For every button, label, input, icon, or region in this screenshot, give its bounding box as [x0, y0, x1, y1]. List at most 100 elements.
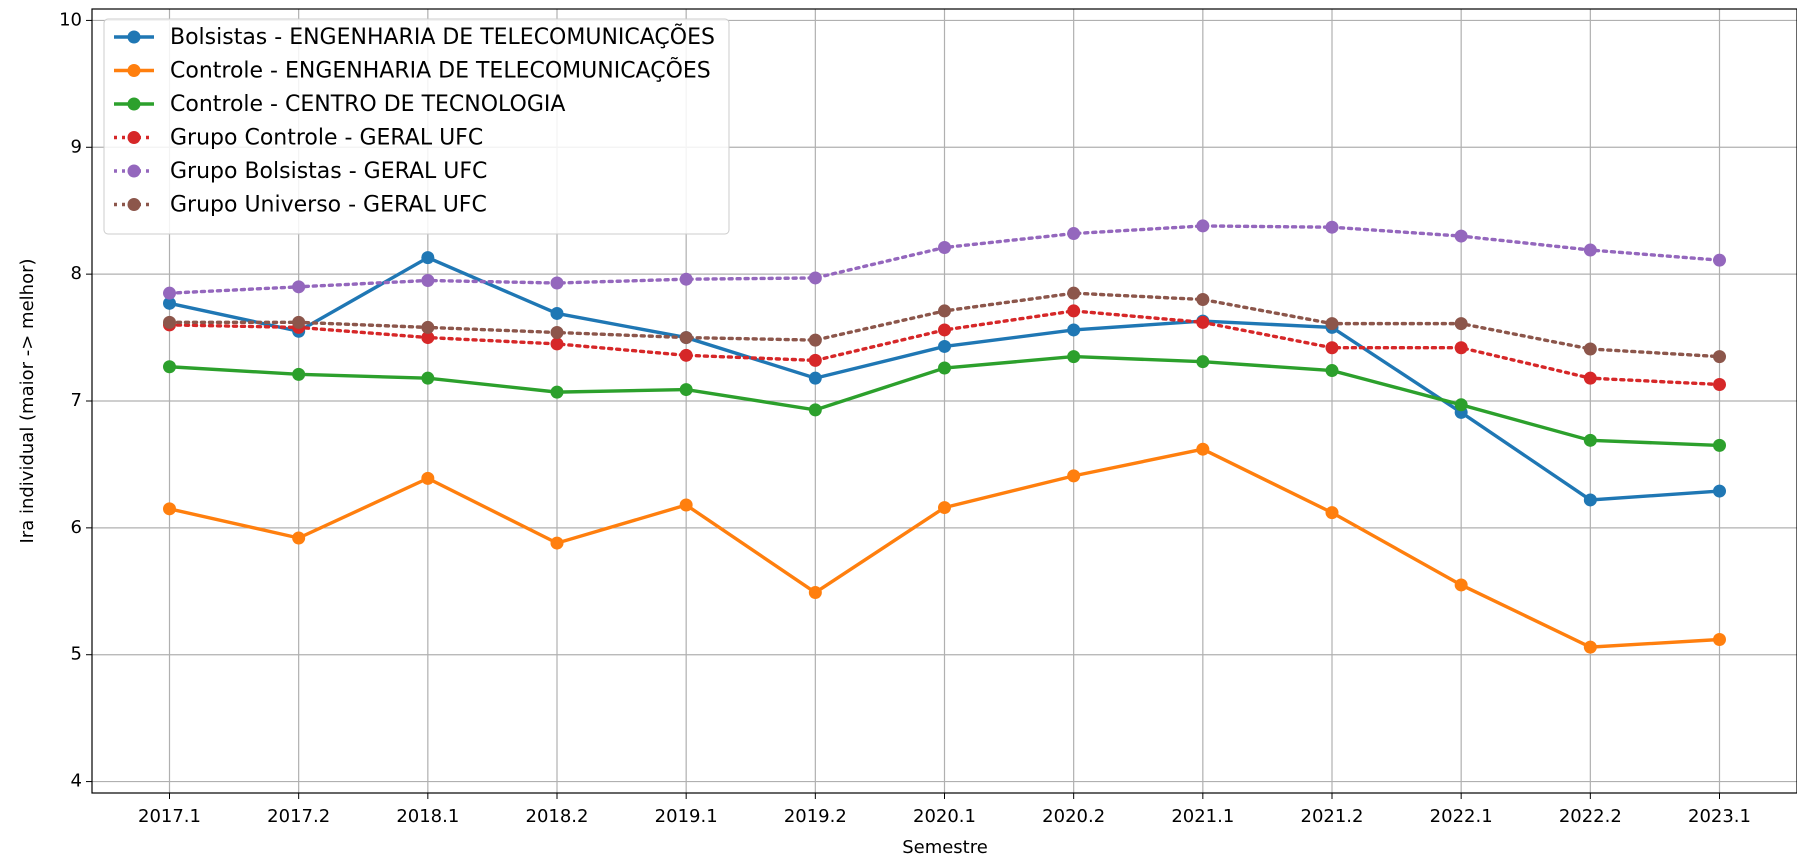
point — [808, 333, 822, 347]
point — [679, 383, 693, 397]
legend-label: Controle - ENGENHARIA DE TELECOMUNICAÇÕE… — [170, 57, 711, 84]
point — [550, 306, 564, 320]
point — [421, 471, 435, 485]
point — [1454, 229, 1468, 243]
point — [1325, 364, 1339, 378]
point — [292, 280, 306, 294]
legend-label: Grupo Universo - GERAL UFC — [170, 193, 487, 218]
point — [1713, 438, 1726, 452]
legend-marker — [127, 198, 141, 211]
point — [421, 331, 435, 345]
point — [163, 315, 176, 329]
point — [1713, 253, 1726, 267]
legend-label: Controle - CENTRO DE TECNOLOGIA — [170, 92, 565, 117]
point — [808, 271, 822, 285]
point — [1713, 632, 1726, 646]
point — [163, 286, 176, 300]
point — [1196, 293, 1210, 307]
y-tick-label: 9 — [71, 136, 82, 157]
x-tick-label: 2021.1 — [1171, 806, 1234, 827]
legend-marker — [127, 64, 141, 77]
x-tick-label: 2018.1 — [396, 806, 459, 827]
point — [808, 371, 822, 385]
x-tick-label: 2017.1 — [138, 806, 201, 827]
point — [1454, 341, 1468, 355]
x-axis-label: Semestre — [902, 837, 988, 858]
y-tick-label: 7 — [71, 390, 82, 411]
point — [1067, 304, 1081, 318]
y-tick-label: 8 — [71, 263, 82, 284]
point — [679, 272, 693, 286]
point — [1583, 433, 1597, 447]
point — [1196, 219, 1210, 233]
point — [292, 367, 306, 381]
point — [1454, 578, 1468, 592]
x-tick-label: 2020.2 — [1042, 806, 1105, 827]
point — [938, 240, 951, 254]
point — [550, 325, 564, 339]
plot-frame — [91, 8, 1797, 794]
point — [1583, 371, 1597, 385]
point — [938, 323, 951, 337]
point — [938, 339, 951, 353]
x-tick-label: 2020.1 — [913, 806, 976, 827]
point — [1583, 342, 1597, 356]
point — [163, 360, 176, 374]
legend-marker — [127, 131, 141, 144]
point — [1196, 442, 1210, 456]
point — [679, 331, 693, 345]
legend-marker — [127, 30, 141, 44]
point — [1713, 350, 1726, 364]
point — [163, 296, 176, 310]
point — [292, 531, 306, 545]
point — [808, 586, 822, 600]
point — [938, 501, 951, 515]
point — [1454, 317, 1468, 331]
legend: Bolsistas - ENGENHARIA DE TELECOMUNICAÇÕ… — [103, 18, 730, 235]
legend-label: Grupo Bolsistas - GERAL UFC — [170, 159, 487, 184]
point — [421, 371, 435, 385]
legend-marker — [127, 97, 141, 111]
y-tick-label: 10 — [59, 9, 82, 30]
point — [808, 353, 822, 367]
point — [1196, 315, 1210, 329]
legend-box — [103, 18, 730, 235]
point — [421, 273, 435, 287]
point — [1067, 227, 1081, 241]
point — [292, 315, 306, 329]
point — [938, 304, 951, 318]
point — [938, 361, 951, 375]
legend-label: Bolsistas - ENGENHARIA DE TELECOMUNICAÇÕ… — [170, 23, 715, 50]
x-tick-label: 2022.2 — [1559, 806, 1622, 827]
y-tick-label: 5 — [71, 644, 82, 665]
point — [1583, 640, 1597, 654]
y-axis-label: Ira individual (maior -> melhor) — [17, 258, 38, 543]
point — [550, 337, 564, 351]
point — [1325, 506, 1339, 520]
x-tick-label: 2018.2 — [526, 806, 589, 827]
point — [1713, 484, 1726, 498]
x-tick-label: 2021.2 — [1301, 806, 1364, 827]
x-tick-label: 2019.1 — [655, 806, 718, 827]
point — [808, 403, 822, 417]
x-tick-label: 2019.2 — [784, 806, 847, 827]
legend-marker — [127, 164, 141, 178]
y-tick-label: 4 — [71, 771, 82, 792]
point — [550, 385, 564, 399]
point — [1583, 243, 1597, 257]
point — [163, 502, 176, 516]
x-tick-label: 2022.1 — [1430, 806, 1493, 827]
point — [1583, 493, 1597, 507]
point — [1713, 378, 1726, 392]
point — [421, 320, 435, 334]
point — [1067, 469, 1081, 483]
point — [421, 251, 435, 265]
point — [1196, 355, 1210, 369]
legend-label: Grupo Controle - GERAL UFC — [170, 126, 483, 151]
point — [1067, 323, 1081, 337]
y-tick-label: 6 — [71, 517, 82, 538]
point — [1454, 398, 1468, 412]
point — [1067, 350, 1081, 364]
x-tick-label: 2017.2 — [267, 806, 330, 827]
